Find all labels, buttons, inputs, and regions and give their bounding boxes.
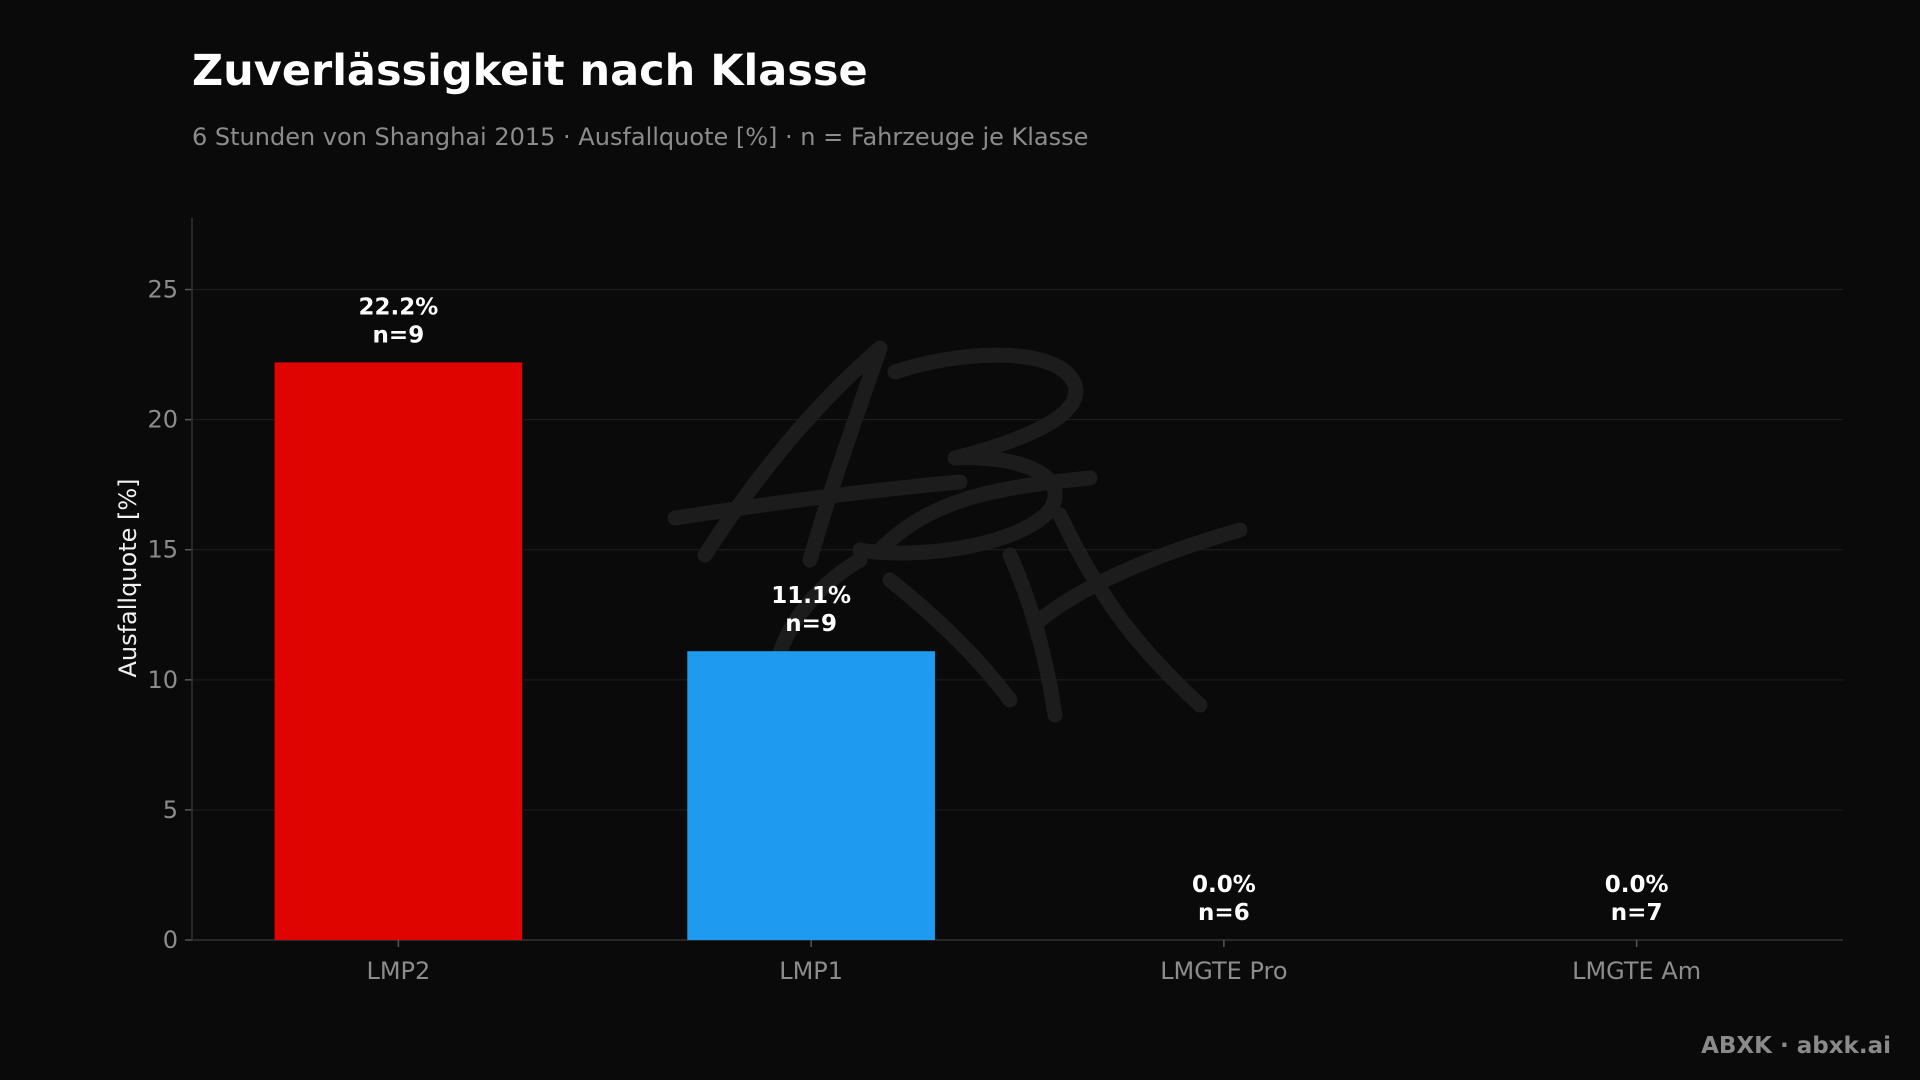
chart-subtitle: 6 Stunden von Shanghai 2015 · Ausfallquo… [192,123,1088,151]
x-tick-label: LMGTE Pro [1160,957,1287,985]
y-tick-label: 10 [147,666,178,694]
n-label: n=7 [1611,900,1663,926]
x-tick-label: LMP1 [779,957,843,985]
value-label: 11.1% [771,583,851,609]
chart-title: Zuverlässigkeit nach Klasse [192,46,868,96]
value-label: 0.0% [1192,872,1256,898]
bar-lmp2 [274,362,523,940]
y-axis-label: Ausfallquote [%] [114,478,142,677]
value-label: 22.2% [358,294,438,320]
y-tick-label: 20 [147,406,178,434]
bar-lmp1 [687,651,935,940]
data-labels: 22.2%n=911.1%n=90.0%n=60.0%n=7 [358,294,1668,926]
n-label: n=9 [373,322,425,348]
n-label: n=9 [785,611,837,637]
y-tick-label: 25 [147,276,178,304]
x-tick-label: LMP2 [366,957,430,985]
y-tick-label: 0 [163,926,178,954]
bars [274,362,935,940]
x-tick-label: LMGTE Am [1572,957,1701,985]
y-tick-label: 15 [147,536,178,564]
n-label: n=6 [1198,900,1250,926]
value-label: 0.0% [1605,872,1669,898]
footer-credit: ABXK · abxk.ai [1701,1033,1891,1059]
y-tick-label: 5 [163,796,178,824]
